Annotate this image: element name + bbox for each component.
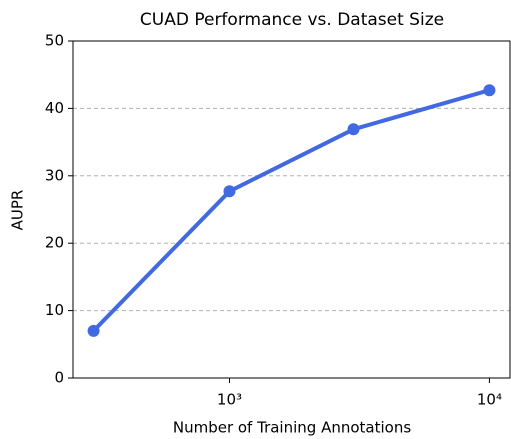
chart-title: CUAD Performance vs. Dataset Size bbox=[140, 10, 444, 30]
line bbox=[92, 88, 490, 333]
point bbox=[87, 324, 100, 337]
y-tick-label: 40 bbox=[45, 99, 64, 117]
x-tick-label: 10⁴ bbox=[477, 391, 502, 409]
x-axis-label: Number of Training Annotations bbox=[173, 419, 411, 437]
plot-frame bbox=[72, 40, 511, 379]
point bbox=[483, 84, 496, 97]
y-tick-label: 10 bbox=[45, 301, 64, 319]
point bbox=[347, 123, 360, 136]
y-tick-label: 50 bbox=[45, 32, 64, 50]
y-tick-label: 20 bbox=[45, 234, 64, 252]
point bbox=[223, 185, 236, 198]
y-tick-label: 30 bbox=[45, 166, 64, 184]
y-axis-label: AUPR bbox=[9, 190, 27, 231]
y-tick-label: 0 bbox=[54, 369, 64, 387]
x-tick-label: 10³ bbox=[217, 391, 242, 409]
